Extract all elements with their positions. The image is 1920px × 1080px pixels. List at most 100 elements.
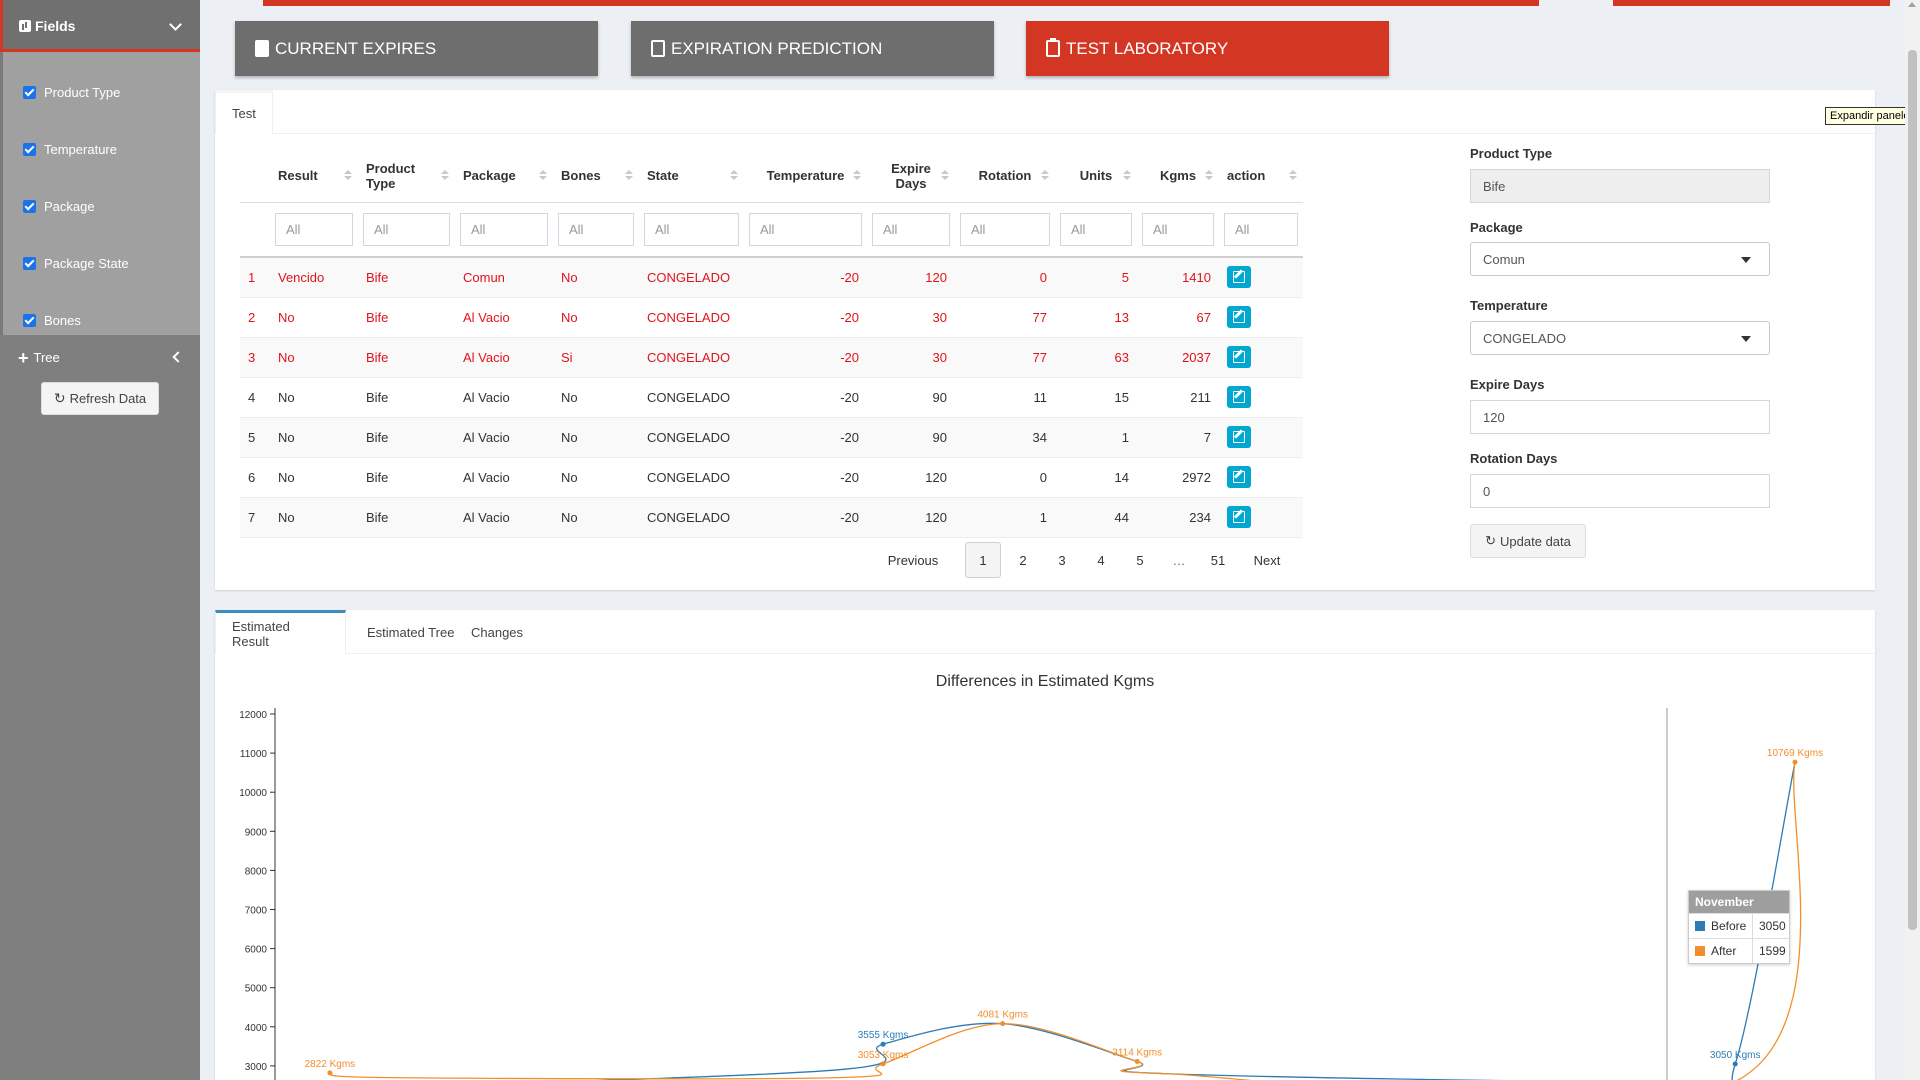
col-package[interactable]: Package: [455, 150, 553, 203]
tab-estimated-result[interactable]: Estimated Result: [215, 610, 346, 654]
cell-bones: No: [553, 497, 639, 538]
cell-kgms: 211: [1137, 377, 1219, 418]
current-expires-label: CURRENT EXPIRES: [275, 38, 437, 58]
field-product-type[interactable]: Product Type: [23, 82, 120, 102]
col-bones[interactable]: Bones: [553, 150, 639, 203]
tab-changes[interactable]: Changes: [455, 610, 539, 654]
filter-expire-days-input[interactable]: All: [872, 212, 950, 246]
pagination-page-5[interactable]: 5: [1136, 552, 1144, 568]
chevron-left-icon[interactable]: [172, 351, 184, 363]
col-temperature[interactable]: Temperature: [744, 150, 867, 203]
checkbox-icon[interactable]: [23, 142, 36, 156]
filter-kgms-input[interactable]: All: [1142, 212, 1214, 246]
tree-header[interactable]: + Tree: [18, 349, 60, 367]
tab-test-label: Test: [232, 106, 256, 121]
edit-icon[interactable]: [1227, 506, 1251, 528]
filter-units-input[interactable]: All: [1060, 212, 1132, 246]
temperature-select[interactable]: CONGELADO: [1470, 321, 1770, 355]
col-temperature-label: Temperature: [766, 168, 845, 184]
page-scrollbar[interactable]: [1905, 0, 1920, 1080]
rotation-days-input[interactable]: 0: [1470, 474, 1770, 508]
col-state[interactable]: State: [639, 150, 744, 203]
edit-icon[interactable]: [1227, 346, 1251, 368]
cell-result: No: [270, 377, 358, 418]
legend-swatch-before: [1695, 921, 1705, 931]
package-label: Package: [1470, 220, 1523, 235]
pagination-page-4[interactable]: 4: [1097, 552, 1105, 568]
col-product-type[interactable]: Product Type: [358, 150, 455, 203]
col-kgms[interactable]: Kgms: [1137, 150, 1219, 203]
sort-icon: [441, 170, 449, 180]
edit-icon[interactable]: [1227, 466, 1251, 488]
pagination-page-1[interactable]: 1: [965, 542, 1001, 578]
checkbox-icon[interactable]: [23, 85, 36, 99]
chevron-down-icon[interactable]: [169, 18, 182, 31]
tab-test[interactable]: Test: [215, 90, 273, 134]
field-bones[interactable]: Bones: [23, 310, 81, 330]
scroll-up-icon[interactable]: [1908, 2, 1916, 7]
pagination-next[interactable]: Next: [1253, 552, 1281, 568]
checkbox-icon[interactable]: [23, 256, 36, 270]
pagination-page-3[interactable]: 3: [1058, 552, 1066, 568]
checkbox-icon[interactable]: [23, 199, 36, 213]
package-select[interactable]: Comun: [1470, 242, 1770, 276]
filter-cell: All: [1055, 202, 1137, 258]
filter-temperature-input[interactable]: All: [749, 212, 862, 246]
cell-expire-days: 30: [867, 297, 955, 338]
col-result[interactable]: Result: [270, 150, 358, 203]
tab-estimated-tree[interactable]: Estimated Tree: [351, 610, 470, 654]
cell-rotation: 77: [955, 297, 1055, 338]
current-expires-button[interactable]: CURRENT EXPIRES: [235, 21, 598, 76]
cell-n: 6: [240, 457, 270, 498]
cell-product-type: Bife: [358, 297, 455, 338]
col-action[interactable]: action: [1219, 150, 1303, 203]
pagination-page-51[interactable]: 51: [1210, 552, 1226, 568]
update-data-button[interactable]: ↻ Update data: [1470, 524, 1586, 558]
scroll-thumb[interactable]: [1908, 50, 1917, 930]
test-laboratory-button[interactable]: TEST LABORATORY: [1026, 21, 1389, 76]
tab-estimated-result-label: Estimated Result: [232, 618, 290, 649]
cell-rotation: 1: [955, 497, 1055, 538]
edit-icon[interactable]: [1227, 426, 1251, 448]
fields-list: Product Type Temperature Package Package…: [0, 52, 200, 335]
table-row: 2 No Bife Al Vacio No CONGELADO -20 30 77 13 67: [240, 297, 1303, 338]
col-units[interactable]: Units: [1055, 150, 1137, 203]
filter-package-input[interactable]: All: [460, 212, 548, 246]
col-package-label: Package: [463, 168, 516, 184]
results-panel: Estimated Result Estimated Tree Changes: [215, 610, 1875, 1080]
checkbox-icon[interactable]: [23, 313, 36, 327]
filter-bones-input[interactable]: All: [558, 212, 634, 246]
data-point: [1000, 1021, 1006, 1027]
field-package-state[interactable]: Package State: [23, 253, 129, 273]
pagination-ellipsis: …: [1172, 552, 1186, 568]
pagination-previous[interactable]: Previous: [887, 552, 939, 568]
update-data-label: Update data: [1500, 533, 1571, 549]
filter-result-input[interactable]: All: [275, 212, 353, 246]
expiration-prediction-button[interactable]: EXPIRATION PREDICTION: [631, 21, 994, 76]
col-rotation[interactable]: Rotation: [955, 150, 1055, 203]
col-bones-label: Bones: [561, 168, 601, 184]
filter-product-type-input[interactable]: All: [363, 212, 450, 246]
filter-state-input[interactable]: All: [644, 212, 739, 246]
edit-icon[interactable]: [1227, 266, 1251, 289]
field-temperature[interactable]: Temperature: [23, 139, 117, 159]
refresh-data-button[interactable]: ↻ Refresh Data: [41, 382, 159, 415]
expire-days-input[interactable]: 120: [1470, 400, 1770, 434]
filter-rotation-input[interactable]: All: [960, 212, 1050, 246]
pagination-page-2[interactable]: 2: [1019, 552, 1027, 568]
col-expire-days[interactable]: Expire Days: [867, 150, 955, 203]
sort-icon: [1041, 170, 1049, 180]
field-package[interactable]: Package: [23, 196, 95, 216]
test-tabbar: Test: [215, 90, 1875, 134]
cell-rotation: 0: [955, 457, 1055, 498]
filter-action-input[interactable]: All: [1224, 212, 1298, 246]
fields-header[interactable]: Fields: [0, 0, 200, 52]
col-result-label: Result: [278, 168, 318, 184]
edit-icon[interactable]: [1227, 306, 1251, 328]
col-kgms-label: Kgms: [1159, 168, 1197, 184]
chart-title: Differences in Estimated Kgms: [935, 673, 1155, 690]
y-tick-label: 3000: [245, 1062, 268, 1073]
chart-tooltip-after-label: After: [1711, 944, 1737, 958]
filter-cell: All: [455, 202, 553, 258]
edit-icon[interactable]: [1227, 386, 1251, 408]
